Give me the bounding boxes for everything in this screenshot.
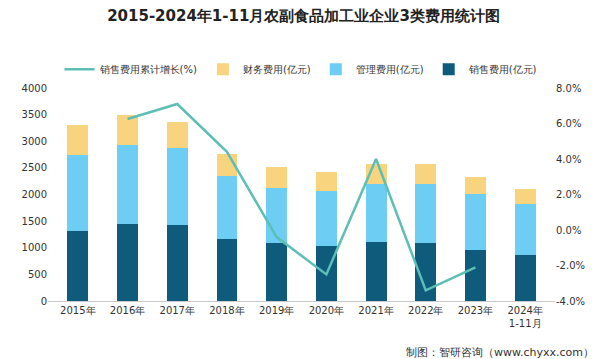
- svg-text:2019年: 2019年: [259, 305, 294, 316]
- svg-text:财务费用(亿元): 财务费用(亿元): [243, 64, 311, 75]
- svg-text:4.0%: 4.0%: [556, 154, 581, 165]
- svg-text:2000: 2000: [22, 189, 47, 200]
- svg-text:销售费用累计增长(%): 销售费用累计增长(%): [99, 64, 197, 75]
- svg-text:制图：智研咨询（www.chyxx.com）: 制图：智研咨询（www.chyxx.com）: [406, 346, 594, 359]
- svg-text:8.0%: 8.0%: [556, 83, 581, 94]
- svg-text:2500: 2500: [22, 162, 47, 173]
- svg-text:2023年: 2023年: [458, 305, 493, 316]
- svg-text:-2.0%: -2.0%: [556, 260, 585, 271]
- svg-text:管理费用(亿元): 管理费用(亿元): [356, 64, 424, 75]
- svg-text:-4.0%: -4.0%: [556, 296, 585, 307]
- svg-text:2022年: 2022年: [408, 305, 443, 316]
- svg-text:0: 0: [41, 296, 47, 307]
- svg-text:500: 500: [28, 269, 47, 280]
- svg-text:2015-2024年1-11月农副食品加工业企业3类费用统计: 2015-2024年1-11月农副食品加工业企业3类费用统计图: [107, 7, 500, 25]
- svg-text:4000: 4000: [22, 83, 47, 94]
- svg-text:1000: 1000: [22, 242, 47, 253]
- svg-text:2.0%: 2.0%: [556, 189, 581, 200]
- svg-text:0.0%: 0.0%: [556, 225, 581, 236]
- svg-text:2015年: 2015年: [60, 305, 95, 316]
- svg-text:2021年: 2021年: [358, 305, 393, 316]
- svg-text:2018年: 2018年: [209, 305, 244, 316]
- svg-text:1500: 1500: [22, 216, 47, 227]
- svg-text:2024年1-11月: 2024年1-11月: [507, 305, 542, 329]
- svg-text:2020年: 2020年: [309, 305, 344, 316]
- svg-text:3500: 3500: [22, 109, 47, 120]
- svg-text:2016年: 2016年: [110, 305, 145, 316]
- svg-text:销售费用(亿元): 销售费用(亿元): [468, 64, 537, 75]
- svg-text:2017年: 2017年: [160, 305, 195, 316]
- svg-text:6.0%: 6.0%: [556, 118, 581, 129]
- svg-text:3000: 3000: [22, 136, 47, 147]
